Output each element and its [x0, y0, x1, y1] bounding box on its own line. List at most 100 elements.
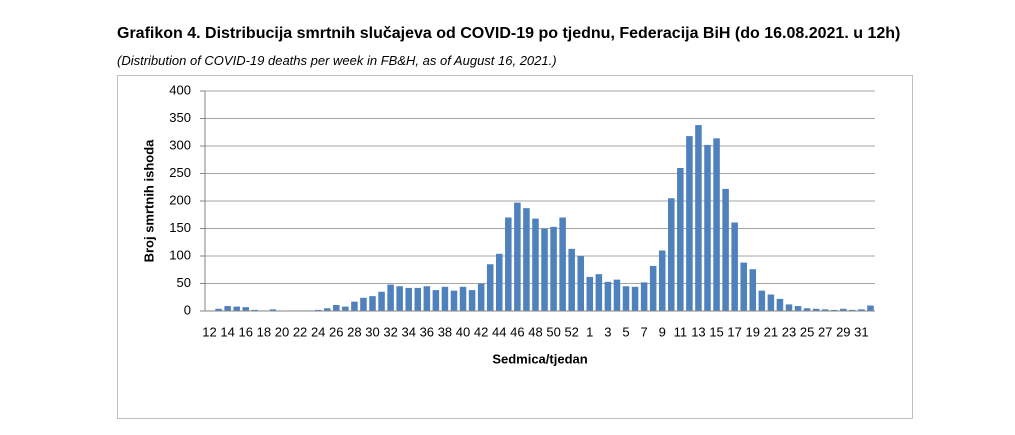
- bar: [722, 188, 729, 311]
- bar: [577, 256, 585, 311]
- x-tick-label: 42: [474, 324, 488, 339]
- bar: [523, 208, 530, 311]
- bar: [541, 228, 548, 311]
- bar: [767, 294, 775, 311]
- y-tick-label: 200: [169, 192, 191, 207]
- bar: [595, 274, 603, 311]
- bar: [233, 306, 240, 311]
- chart-frame: [117, 75, 913, 419]
- x-tick-label: 40: [456, 324, 470, 339]
- y-tick-label: 150: [169, 220, 191, 235]
- x-tick-label: 26: [329, 324, 343, 339]
- bar: [658, 250, 666, 311]
- bar: [713, 138, 720, 311]
- bar: [740, 262, 747, 311]
- bar: [387, 284, 394, 311]
- x-tick-label: 18: [257, 324, 271, 339]
- chart-subtitle: (Distribution of COVID-19 deaths per wee…: [117, 53, 557, 68]
- bar: [441, 286, 449, 311]
- x-tick-label: 24: [311, 324, 325, 339]
- bar: [215, 308, 222, 311]
- bar: [559, 217, 566, 311]
- x-tick-label: 22: [293, 324, 307, 339]
- x-tick-label: 9: [659, 324, 666, 339]
- bar: [269, 309, 277, 311]
- bar: [649, 265, 657, 311]
- bar: [613, 279, 621, 311]
- x-tick-label: 5: [622, 324, 629, 339]
- x-tick-label: 29: [836, 324, 850, 339]
- x-tick-label: 27: [818, 324, 832, 339]
- bar: [622, 286, 630, 311]
- x-tick-label: 31: [854, 324, 868, 339]
- bar: [414, 287, 422, 311]
- x-tick-label: 28: [347, 324, 361, 339]
- bar: [821, 309, 829, 311]
- x-tick-label: 44: [492, 324, 506, 339]
- bar: [532, 218, 539, 311]
- y-tick-label: 400: [169, 82, 191, 97]
- x-tick-label: 23: [782, 324, 796, 339]
- y-tick-label: 100: [169, 247, 191, 262]
- bar: [686, 136, 693, 311]
- y-axis-title: Broj smrtnih ishoda: [141, 139, 156, 263]
- x-tick-label: 12: [202, 324, 216, 339]
- x-tick-label: 38: [438, 324, 452, 339]
- bar: [360, 297, 367, 311]
- bar: [849, 309, 856, 311]
- x-tick-label: 21: [764, 324, 778, 339]
- x-tick-label: 17: [727, 324, 741, 339]
- bar: [251, 309, 259, 311]
- bar: [604, 281, 612, 311]
- bar: [830, 309, 838, 311]
- x-tick-label: 3: [604, 324, 611, 339]
- x-axis-title: Sedmica/tjedan: [492, 351, 587, 366]
- x-tick-label: 50: [546, 324, 560, 339]
- bar: [333, 304, 340, 311]
- x-tick-label: 32: [383, 324, 397, 339]
- bar: [704, 144, 711, 311]
- y-tick-label: 0: [184, 302, 191, 317]
- y-tick-label: 350: [169, 110, 191, 125]
- bar: [776, 298, 784, 311]
- bar: [677, 168, 684, 311]
- bar: [668, 198, 675, 311]
- bar: [794, 306, 802, 311]
- bar: [514, 202, 521, 311]
- bar: [785, 304, 793, 311]
- x-tick-label: 36: [420, 324, 434, 339]
- bar: [568, 248, 575, 311]
- x-tick-label: 52: [564, 324, 578, 339]
- bar: [840, 308, 847, 311]
- x-tick-label: 30: [365, 324, 379, 339]
- x-tick-label: 7: [641, 324, 648, 339]
- bar: [450, 290, 458, 311]
- bar: [812, 308, 820, 311]
- x-tick-label: 46: [510, 324, 524, 339]
- x-tick-label: 14: [220, 324, 234, 339]
- bar: [351, 301, 358, 311]
- bar: [468, 290, 476, 311]
- bar: [477, 283, 485, 311]
- bar: [495, 253, 503, 311]
- bar: [224, 306, 231, 311]
- bar: [369, 296, 376, 311]
- x-tick-label: 25: [800, 324, 814, 339]
- y-tick-label: 250: [169, 165, 191, 180]
- x-tick-label: 19: [746, 324, 760, 339]
- chart-title: Grafikon 4. Distribucija smrtnih slučaje…: [117, 25, 901, 42]
- bar: [423, 286, 431, 311]
- bar: [486, 264, 494, 311]
- bar: [640, 282, 648, 311]
- bar: [586, 276, 594, 311]
- bar: [867, 305, 874, 311]
- bar: [378, 291, 385, 311]
- bar: [342, 306, 349, 311]
- bar: [749, 269, 757, 311]
- x-tick-label: 16: [239, 324, 253, 339]
- bar: [695, 125, 702, 311]
- bar: [405, 287, 412, 311]
- bar: [550, 226, 557, 311]
